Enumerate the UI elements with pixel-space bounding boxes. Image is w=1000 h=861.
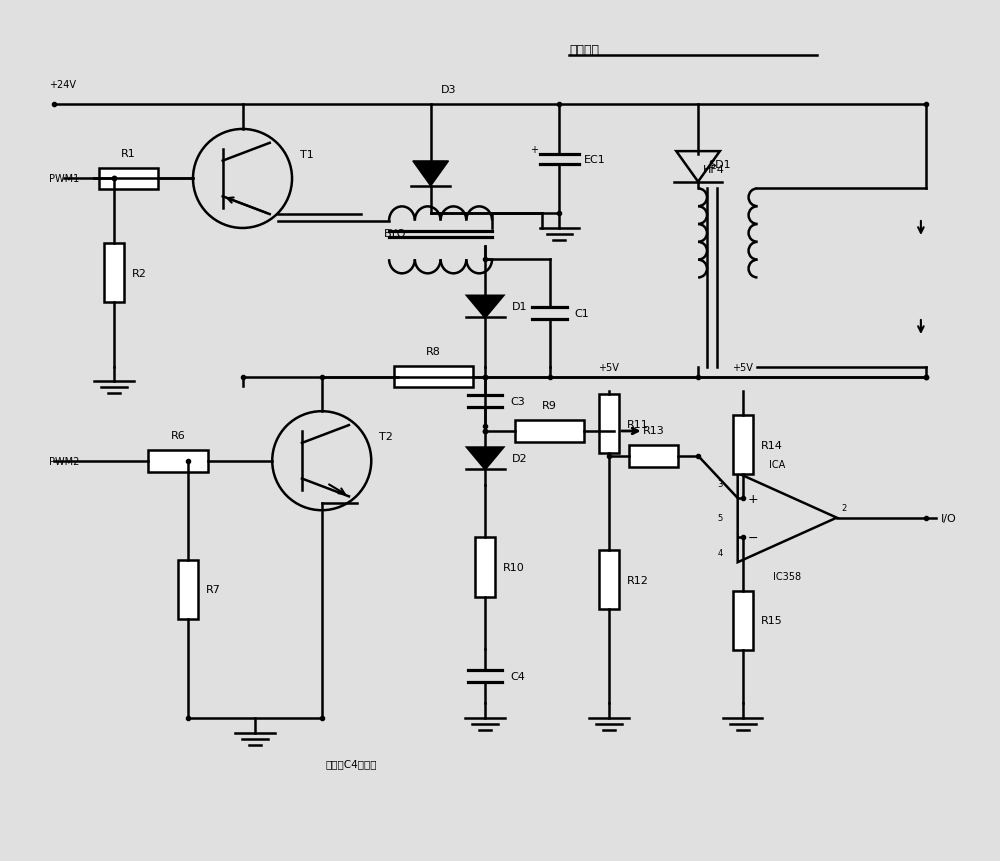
Bar xyxy=(599,550,619,610)
Bar xyxy=(178,561,198,619)
Text: R11: R11 xyxy=(627,419,649,429)
Text: R10: R10 xyxy=(503,562,525,573)
Text: R8: R8 xyxy=(426,346,441,356)
Text: 4: 4 xyxy=(718,548,723,557)
Text: +24V: +24V xyxy=(49,80,76,90)
Text: 电压检测: 电压检测 xyxy=(569,44,599,57)
Text: R9: R9 xyxy=(542,400,557,411)
Text: 有火时C4为负値: 有火时C4为负値 xyxy=(326,758,377,768)
Text: EC1: EC1 xyxy=(584,154,606,164)
Text: R2: R2 xyxy=(132,269,146,278)
Bar xyxy=(104,244,124,303)
Text: +: + xyxy=(530,145,538,154)
Polygon shape xyxy=(413,162,449,187)
Bar xyxy=(475,538,495,598)
Text: R14: R14 xyxy=(760,440,782,450)
Text: R13: R13 xyxy=(643,425,664,436)
Text: C4: C4 xyxy=(510,672,525,681)
Text: PWM2: PWM2 xyxy=(49,456,80,466)
Polygon shape xyxy=(467,448,503,469)
Bar xyxy=(733,416,753,475)
Text: D3: D3 xyxy=(441,85,456,96)
Bar xyxy=(394,366,473,388)
Text: R6: R6 xyxy=(171,430,186,440)
Bar xyxy=(148,450,208,472)
Text: R1: R1 xyxy=(121,148,136,158)
Text: +5V: +5V xyxy=(598,362,619,372)
Text: SD1: SD1 xyxy=(708,159,731,170)
Text: C1: C1 xyxy=(575,308,590,319)
Text: D1: D1 xyxy=(511,302,527,312)
Bar xyxy=(99,169,158,190)
Text: T1: T1 xyxy=(300,150,314,159)
Text: C3: C3 xyxy=(510,397,525,406)
Text: 3: 3 xyxy=(717,479,723,488)
Text: +: + xyxy=(747,492,758,505)
Text: I/O: I/O xyxy=(941,513,956,523)
Text: −: − xyxy=(747,531,758,544)
Text: 2: 2 xyxy=(842,504,847,512)
Text: D2: D2 xyxy=(511,454,527,464)
Bar xyxy=(599,394,619,454)
Bar xyxy=(733,591,753,650)
Text: HF4: HF4 xyxy=(703,164,725,174)
Polygon shape xyxy=(467,296,503,318)
Text: R7: R7 xyxy=(206,585,221,595)
Text: BYQ: BYQ xyxy=(384,229,407,239)
Text: PWM1: PWM1 xyxy=(49,174,80,184)
Text: IC358: IC358 xyxy=(773,571,801,581)
Bar xyxy=(515,421,584,443)
Text: 5: 5 xyxy=(718,513,723,523)
Bar xyxy=(629,445,678,468)
Text: R15: R15 xyxy=(760,616,782,626)
Text: ICA: ICA xyxy=(769,460,785,469)
Text: R12: R12 xyxy=(627,575,649,585)
Text: +5V: +5V xyxy=(732,362,753,372)
Text: T2: T2 xyxy=(379,431,393,442)
